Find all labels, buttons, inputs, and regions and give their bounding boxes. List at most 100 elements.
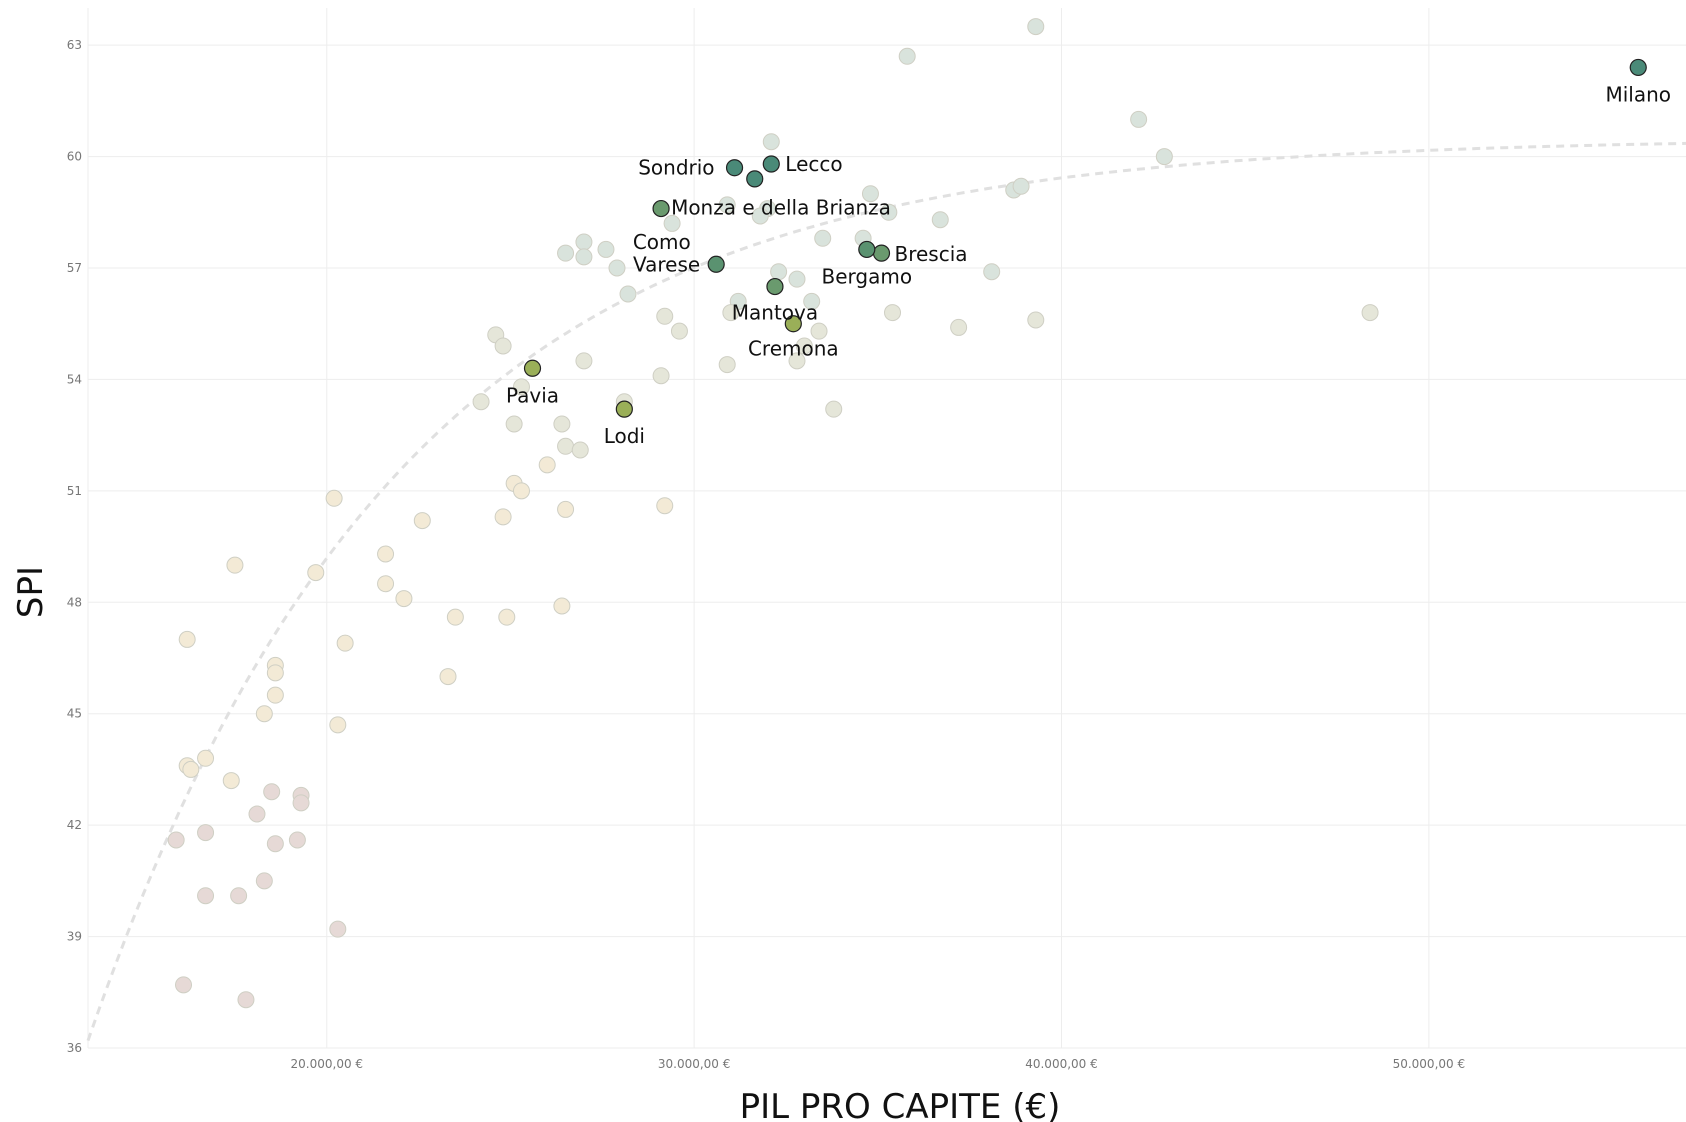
point-label-lodi: Lodi: [604, 424, 645, 448]
data-point[interactable]: [330, 717, 346, 733]
data-point[interactable]: [267, 836, 283, 852]
data-point-pavia[interactable]: [525, 360, 541, 376]
data-point[interactable]: [176, 977, 192, 993]
x-tick-label: 20.000,00 €: [291, 1057, 364, 1071]
data-point[interactable]: [440, 669, 456, 685]
data-point[interactable]: [932, 212, 948, 228]
data-point[interactable]: [763, 134, 779, 150]
data-point[interactable]: [447, 609, 463, 625]
data-point[interactable]: [495, 509, 511, 525]
data-point[interactable]: [576, 249, 592, 265]
data-point-milano[interactable]: [1630, 59, 1646, 75]
data-point[interactable]: [231, 888, 247, 904]
data-point[interactable]: [554, 416, 570, 432]
data-point[interactable]: [951, 319, 967, 335]
data-point[interactable]: [499, 609, 515, 625]
point-label-milano: Milano: [1605, 82, 1671, 106]
data-point[interactable]: [1028, 19, 1044, 35]
data-point[interactable]: [256, 706, 272, 722]
data-point[interactable]: [572, 442, 588, 458]
y-tick-label: 54: [67, 372, 82, 386]
data-point[interactable]: [256, 873, 272, 889]
data-point[interactable]: [1028, 312, 1044, 328]
data-point[interactable]: [223, 773, 239, 789]
data-point[interactable]: [984, 264, 1000, 280]
data-point[interactable]: [576, 234, 592, 250]
data-point[interactable]: [198, 825, 214, 841]
data-point[interactable]: [183, 761, 199, 777]
point-label-mantova: Mantova: [732, 301, 818, 325]
data-point[interactable]: [620, 286, 636, 302]
data-point[interactable]: [558, 438, 574, 454]
data-point[interactable]: [539, 457, 555, 473]
data-point[interactable]: [267, 687, 283, 703]
data-point[interactable]: [378, 546, 394, 562]
data-point[interactable]: [293, 795, 309, 811]
data-point[interactable]: [326, 490, 342, 506]
data-point[interactable]: [815, 230, 831, 246]
data-point[interactable]: [885, 305, 901, 321]
data-point[interactable]: [1156, 149, 1172, 165]
data-point-lodi[interactable]: [616, 401, 632, 417]
data-point[interactable]: [554, 598, 570, 614]
data-point[interactable]: [249, 806, 265, 822]
y-tick-label: 51: [67, 484, 82, 498]
data-point[interactable]: [609, 260, 625, 276]
data-point[interactable]: [179, 631, 195, 647]
data-point[interactable]: [308, 565, 324, 581]
data-point[interactable]: [653, 368, 669, 384]
data-point-brescia[interactable]: [873, 245, 889, 261]
data-point[interactable]: [378, 576, 394, 592]
tick-labels-layer: 3639424548515457606320.000,00 €30.000,00…: [67, 38, 1465, 1071]
point-label-monza-e-della-brianza: Monza e della Brianza: [671, 196, 891, 220]
data-point[interactable]: [168, 832, 184, 848]
data-point[interactable]: [1013, 178, 1029, 194]
point-label-lecco: Lecco: [785, 152, 842, 176]
data-point[interactable]: [506, 416, 522, 432]
data-point-mantova[interactable]: [767, 279, 783, 295]
data-point[interactable]: [198, 888, 214, 904]
data-point[interactable]: [899, 48, 915, 64]
data-point-como[interactable]: [747, 171, 763, 187]
data-point[interactable]: [826, 401, 842, 417]
y-tick-label: 60: [67, 150, 82, 164]
data-point[interactable]: [227, 557, 243, 573]
data-point[interactable]: [513, 483, 529, 499]
data-point[interactable]: [396, 591, 412, 607]
data-point[interactable]: [558, 501, 574, 517]
data-point[interactable]: [671, 323, 687, 339]
data-point-sondrio[interactable]: [727, 160, 743, 176]
data-point[interactable]: [330, 921, 346, 937]
data-point[interactable]: [1362, 305, 1378, 321]
data-point[interactable]: [495, 338, 511, 354]
data-point[interactable]: [414, 513, 430, 529]
data-point[interactable]: [1131, 111, 1147, 127]
point-label-como: Como: [633, 230, 691, 254]
data-point[interactable]: [558, 245, 574, 261]
data-point[interactable]: [657, 498, 673, 514]
data-point-monza-e-della-brianza[interactable]: [653, 201, 669, 217]
data-point[interactable]: [473, 394, 489, 410]
data-point[interactable]: [289, 832, 305, 848]
y-tick-label: 42: [67, 818, 82, 832]
data-point[interactable]: [198, 750, 214, 766]
data-point-bergamo[interactable]: [859, 241, 875, 257]
data-point-lecco[interactable]: [763, 156, 779, 172]
point-label-varese: Varese: [633, 252, 700, 276]
data-point[interactable]: [598, 241, 614, 257]
data-point[interactable]: [337, 635, 353, 651]
data-point[interactable]: [264, 784, 280, 800]
data-point[interactable]: [238, 992, 254, 1008]
data-point-varese[interactable]: [708, 256, 724, 272]
data-point[interactable]: [576, 353, 592, 369]
data-point[interactable]: [771, 264, 787, 280]
data-point[interactable]: [719, 357, 735, 373]
data-point[interactable]: [789, 271, 805, 287]
y-tick-label: 57: [67, 261, 82, 275]
x-tick-label: 40.000,00 €: [1025, 1057, 1098, 1071]
x-tick-label: 50.000,00 €: [1393, 1057, 1466, 1071]
x-axis-title: PIL PRO CAPITE (€): [740, 1087, 1061, 1122]
data-point[interactable]: [267, 665, 283, 681]
data-point[interactable]: [657, 308, 673, 324]
